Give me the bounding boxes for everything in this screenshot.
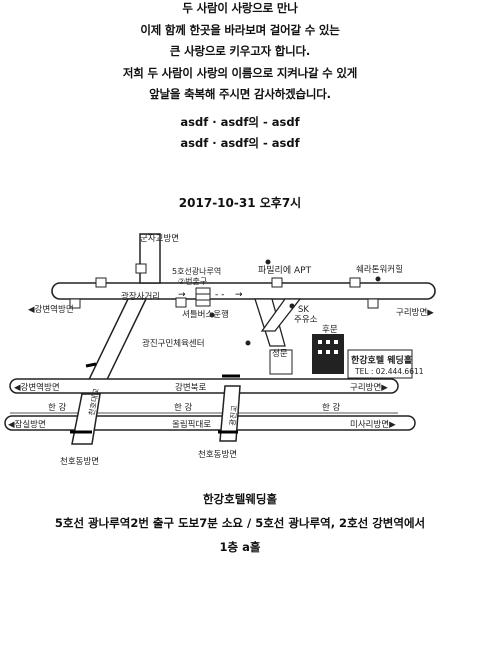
- label-tel: TEL : 02.444.6611: [354, 367, 424, 376]
- label-exit2: ②번출구: [178, 276, 207, 286]
- label-guri-dir: 구리방면▶: [396, 307, 434, 318]
- label-guri-right: 구리방면▶: [350, 382, 388, 393]
- message-line: 앞날을 축복해 주시면 감사하겠습니다.: [149, 87, 331, 101]
- upper-road: [51, 282, 436, 300]
- label-sheraton: 쉐라톤워커힐: [356, 264, 403, 275]
- bride-parents: asdf · asdf의 - asdf: [180, 136, 300, 150]
- riverside-road: [9, 378, 399, 394]
- label-gas: 주유소: [294, 315, 318, 325]
- gwangjin-bridge: [219, 385, 241, 442]
- label-apt: 파밀리에 APT: [258, 264, 312, 276]
- label-gwangjin-bridge: 광진교: [227, 405, 239, 427]
- olympic-road: [4, 415, 416, 431]
- label-jeongmun: 정문: [272, 348, 288, 359]
- label-sk: SK: [298, 305, 309, 315]
- hotel-building: [269, 334, 413, 379]
- label-gangbyeonbuk: 강변북로: [175, 382, 206, 393]
- venue-info: 한강호텔웨딩홀 5호선 광나루역2번 출구 도보7분 소요 / 5호선 광나루역…: [0, 487, 480, 559]
- venue-directions: 5호선 광나루역2번 출구 도보7분 소요 / 5호선 광나루역, 2호선 강변…: [54, 516, 426, 530]
- label-hotel: 한강호텔 웨딩홀: [351, 354, 412, 366]
- label-gunja: 군자교방면: [140, 233, 179, 244]
- label-gangbyeon-left: ◀강변역방면: [14, 382, 60, 393]
- label-line5-station: 5호선광나루역: [172, 266, 221, 276]
- label-gwangjin-center: 광진구민체육센터: [142, 338, 205, 349]
- venue-name: 한강호텔웨딩홀: [202, 492, 278, 506]
- svg-text:→: →: [235, 290, 243, 300]
- label-han-2: 한 강: [174, 402, 193, 413]
- bus-icon: [69, 263, 379, 309]
- message-line: 저희 두 사람이 사랑의 이름으로 지켜나갈 수 있게: [122, 65, 358, 80]
- wedding-datetime: 2017-10-31 오후7시: [178, 196, 302, 210]
- label-han-3: 한 강: [322, 402, 341, 413]
- label-hubmun: 후문: [322, 325, 338, 335]
- label-olympic: 올림픽대로: [172, 419, 211, 430]
- label-cheonho-dong-1: 천호동방면: [60, 456, 99, 467]
- message-line: 두 사람이 사랑으로 만나: [182, 1, 298, 15]
- label-cheonho-dong-2: 천호동방면: [198, 449, 237, 460]
- message-line: 이제 함께 한곳을 바라보며 걸어갈 수 있는: [140, 22, 340, 37]
- groom-parents: asdf · asdf의 - asdf: [180, 115, 300, 129]
- label-han-1: 한 강: [48, 402, 67, 413]
- label-shuttle: 셔틀버스운행: [182, 309, 229, 320]
- venue-hall: 1층 a홀: [219, 540, 261, 554]
- label-jamsil: ◀잠실방면: [8, 419, 46, 430]
- label-gwangjang: 광장사거리: [121, 291, 160, 302]
- label-misari: 미사리방면▶: [350, 419, 396, 430]
- label-gangbyeon-dir: ◀강변역방면: [28, 304, 74, 315]
- parents-names: asdf · asdf의 - asdf asdf · asdf의 - asdf: [0, 112, 480, 154]
- svg-text:→: →: [178, 290, 186, 300]
- message-line: 큰 사랑으로 키우고자 합니다.: [169, 44, 311, 58]
- location-map: → → - - 군자교방면 5호선광나루역 ②번출구 파밀리에 APT 쉐라톤워…: [0, 226, 480, 476]
- label-cheonho-bridge: 천호대교: [86, 387, 101, 416]
- svg-text:- -: - -: [215, 290, 224, 300]
- invitation-message: 두 사람이 사랑으로 만나 이제 함께 한곳을 바라보며 걸어갈 수 있는 큰 …: [0, 0, 480, 106]
